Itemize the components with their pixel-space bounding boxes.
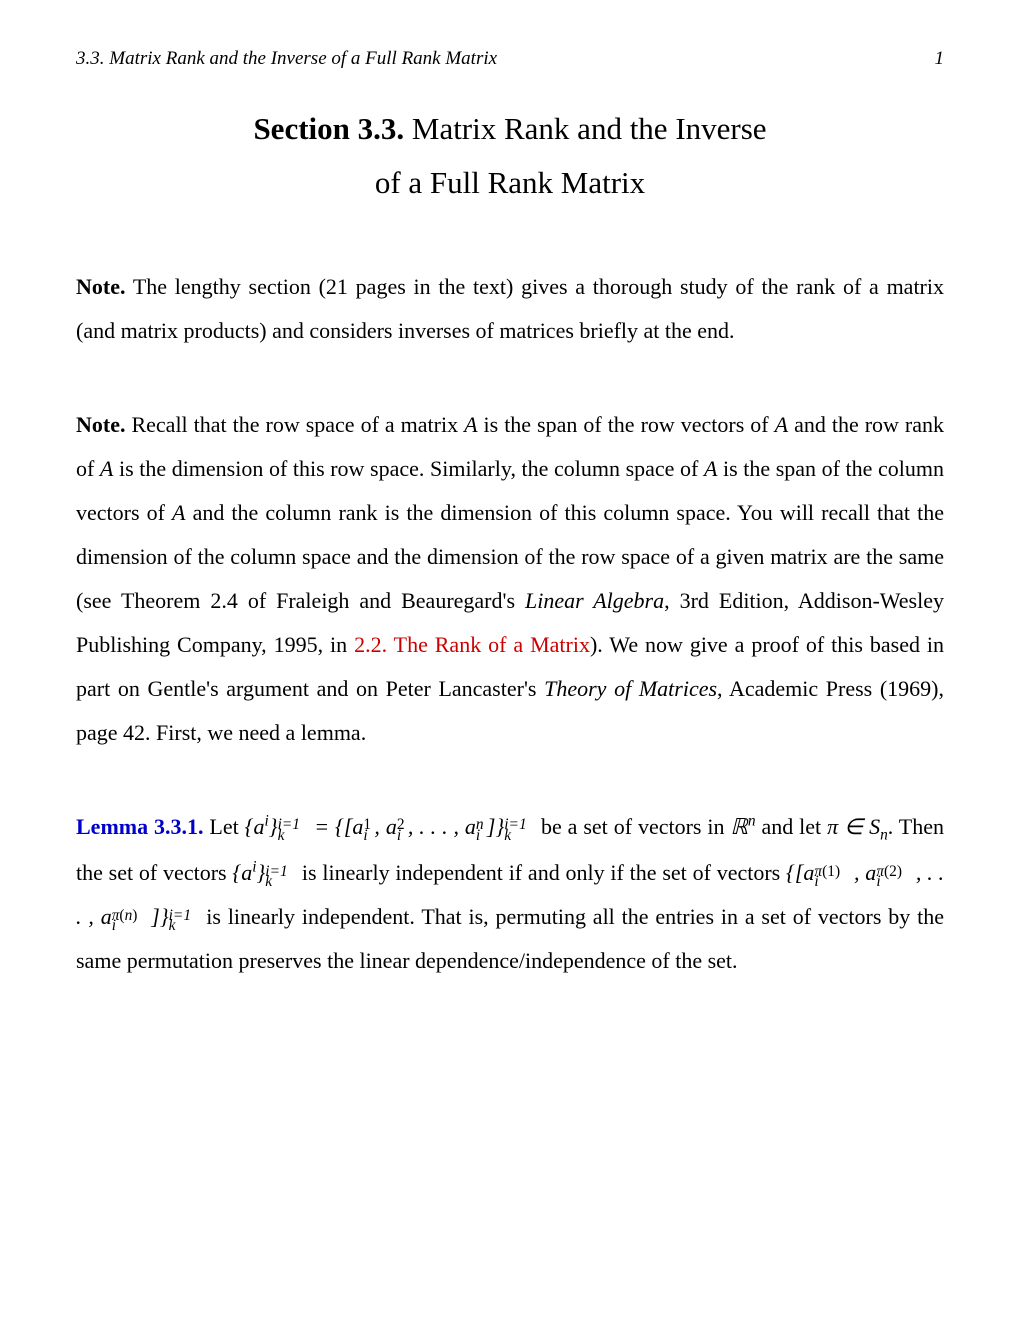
- lemma-t2: be a set of vectors in: [535, 814, 730, 839]
- note-2-text-b: is the span of the row vectors of: [478, 412, 775, 437]
- page-header: 3.3. Matrix Rank and the Inverse of a Fu…: [76, 48, 944, 70]
- math-set-1: {ai}ki=1 = {[ai1, ai2, . . . , ain]}ki=1: [245, 814, 535, 839]
- math-A-1: A: [464, 412, 477, 437]
- note-2: Note. Recall that the row space of a mat…: [76, 403, 944, 755]
- math-pi-Sn: π ∈ Sn: [827, 814, 888, 839]
- note-2-label: Note.: [76, 412, 125, 437]
- book-title-1: Linear Algebra: [525, 588, 664, 613]
- book-title-2: Theory of Matrices: [544, 676, 717, 701]
- section-title: Section 3.3. Matrix Rank and the Inverse…: [76, 102, 944, 211]
- math-A-4: A: [704, 456, 717, 481]
- header-left: 3.3. Matrix Rank and the Inverse of a Fu…: [76, 48, 497, 70]
- lemma-label[interactable]: Lemma 3.3.1.: [76, 814, 204, 839]
- note-2-text-a: Recall that the row space of a matrix: [125, 412, 464, 437]
- math-set-2: {ai}ki=1: [232, 860, 296, 885]
- title-line-2: of a Full Rank Matrix: [76, 156, 944, 210]
- note-1: Note. The lengthy section (21 pages in t…: [76, 265, 944, 353]
- note-1-text: The lengthy section (21 pages in the tex…: [76, 274, 944, 343]
- math-A-2: A: [775, 412, 788, 437]
- math-A-3: A: [100, 456, 113, 481]
- title-rest-1: Matrix Rank and the Inverse: [404, 111, 766, 146]
- lemma-block: Lemma 3.3.1. Let {ai}ki=1 = {[ai1, ai2, …: [76, 805, 944, 983]
- lemma-t3: and let: [756, 814, 828, 839]
- header-page-number: 1: [935, 48, 945, 70]
- title-bold: Section 3.3.: [253, 111, 404, 146]
- lemma-t1: Let: [204, 814, 245, 839]
- note-1-label: Note.: [76, 274, 125, 299]
- math-A-5: A: [172, 500, 185, 525]
- math-Rn: ℝn: [730, 814, 755, 839]
- note-2-text-d: is the dimension of this row space. Simi…: [113, 456, 704, 481]
- lemma-t5: is linearly independent if and only if t…: [296, 860, 786, 885]
- link-rank-of-matrix[interactable]: 2.2. The Rank of a Matrix: [354, 632, 590, 657]
- lemma-t6: is linearly independent. That is, permut…: [76, 904, 944, 973]
- title-line-1: Section 3.3. Matrix Rank and the Inverse: [76, 102, 944, 156]
